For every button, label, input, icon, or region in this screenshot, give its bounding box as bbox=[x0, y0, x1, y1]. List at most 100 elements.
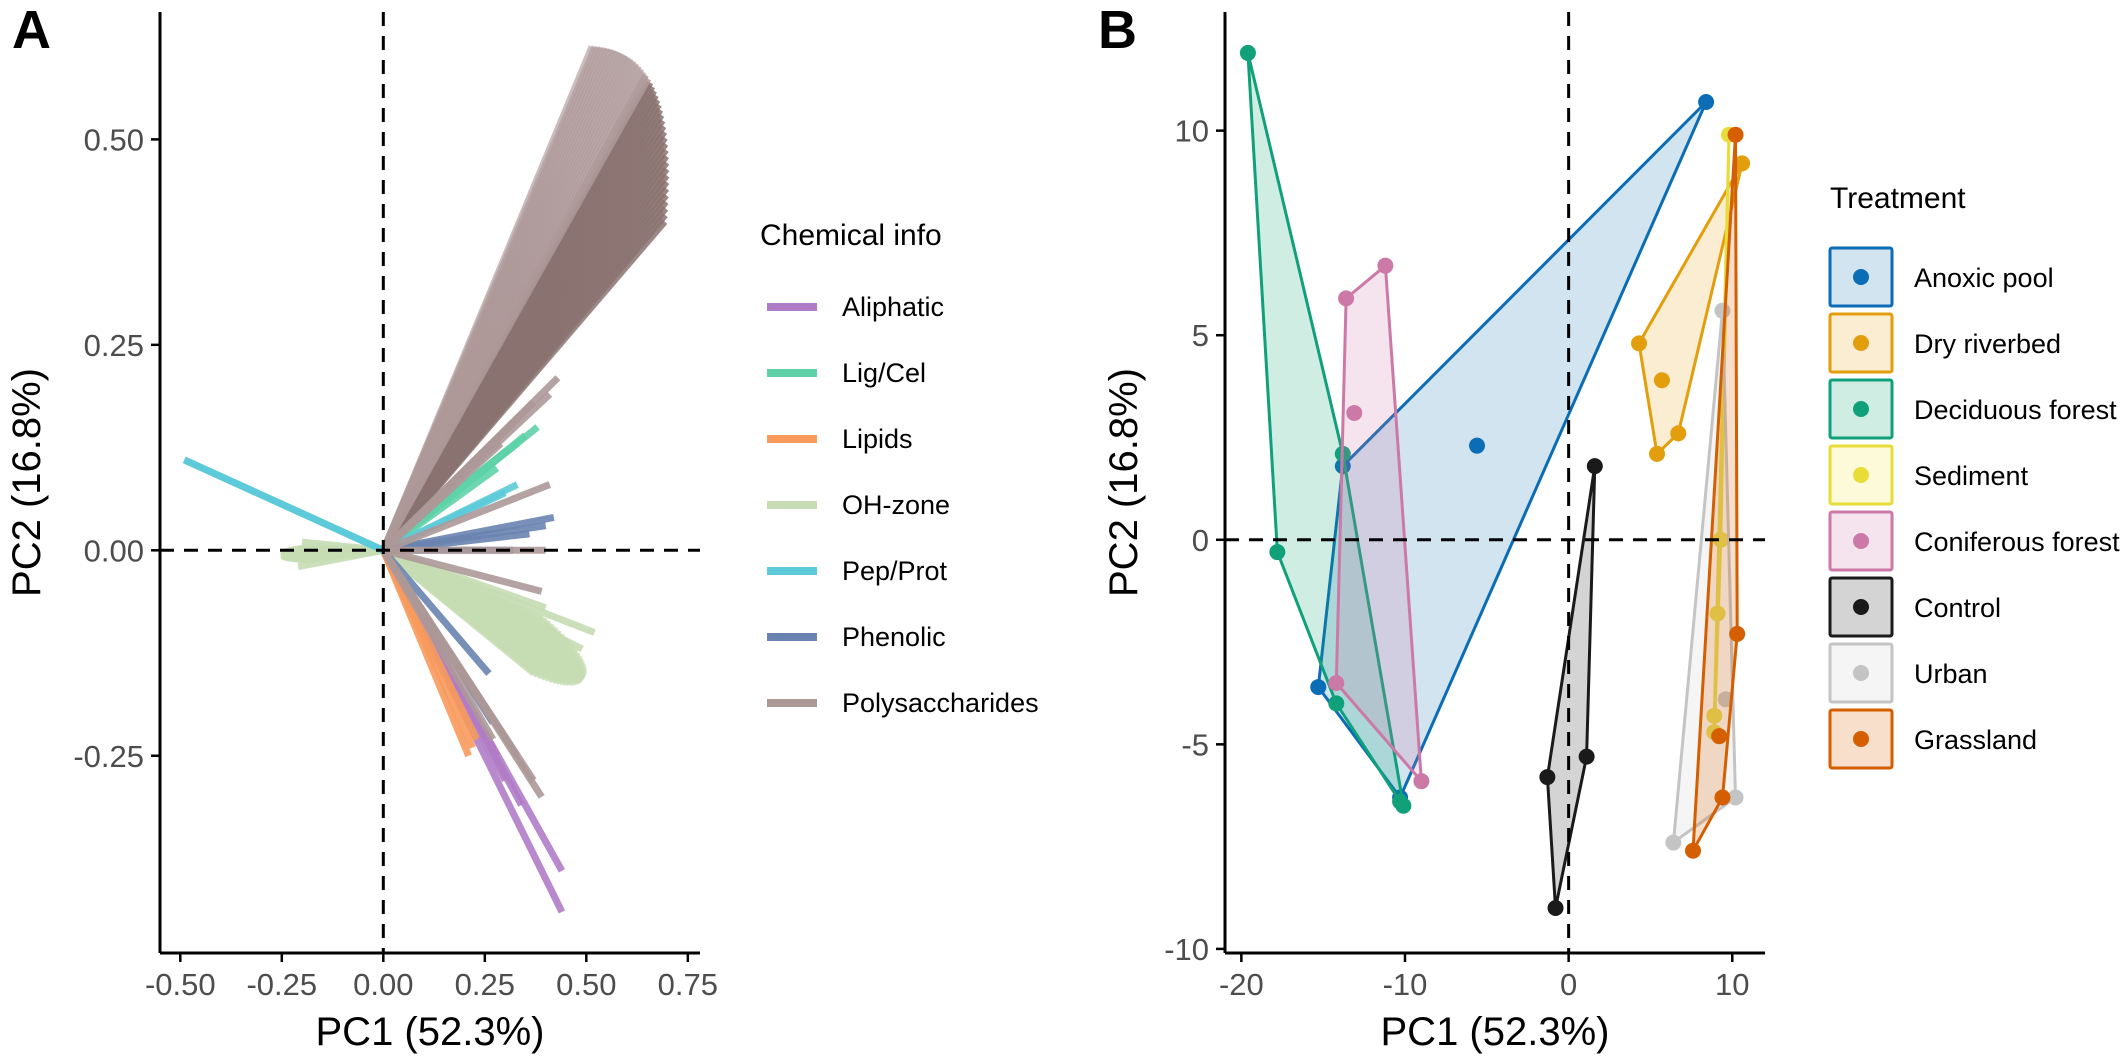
series-urban bbox=[1665, 302, 1744, 851]
legend-label: Lig/Cel bbox=[842, 358, 926, 388]
data-point bbox=[1670, 425, 1687, 442]
legend-label: Grassland bbox=[1914, 725, 2037, 755]
data-point bbox=[1578, 748, 1595, 765]
legend-label: Urban bbox=[1914, 659, 1988, 689]
data-point bbox=[1729, 625, 1746, 642]
y-tick-label: -0.25 bbox=[73, 739, 144, 774]
y-tick-label: 0.00 bbox=[84, 533, 144, 568]
legend: Chemical info Aliphatic Lig/Cel Lipids OH-zo… bbox=[760, 219, 1039, 718]
loading-vector bbox=[297, 546, 384, 571]
series-coniferous-forest bbox=[1328, 257, 1430, 790]
x-tick-label: -0.25 bbox=[246, 967, 317, 1002]
data-point bbox=[1734, 155, 1751, 172]
y-tick-label: 0.25 bbox=[84, 328, 144, 363]
loading-vector bbox=[380, 45, 596, 552]
data-point bbox=[1239, 44, 1256, 61]
legend-key-point bbox=[1853, 665, 1869, 681]
loading-vector bbox=[182, 456, 385, 554]
data-point bbox=[1712, 531, 1729, 548]
data-point bbox=[1338, 290, 1355, 307]
plot-area bbox=[1239, 44, 1751, 916]
data-point bbox=[1709, 605, 1726, 622]
legend-key-point bbox=[1853, 269, 1869, 285]
data-point bbox=[1711, 728, 1728, 745]
data-point bbox=[1377, 257, 1394, 274]
data-point bbox=[1328, 695, 1345, 712]
data-point bbox=[1586, 458, 1603, 475]
data-point bbox=[1653, 372, 1670, 389]
series-control bbox=[1539, 458, 1603, 916]
panel-b: B -20 -10 0 10 -10 -5 0 5 10 PC1 (52.3%) PC2 (16.8%… bbox=[1098, 0, 2120, 1054]
series-grassland bbox=[1685, 126, 1746, 859]
data-point bbox=[1649, 445, 1665, 462]
legend-label: Coniferous forest bbox=[1914, 527, 2120, 557]
y-tick-label: 10 bbox=[1175, 114, 1209, 149]
x-tick-label: -0.50 bbox=[145, 967, 216, 1002]
data-point bbox=[1706, 707, 1723, 724]
legend-key-point bbox=[1853, 335, 1869, 351]
loading-vector bbox=[380, 548, 492, 676]
loading-vector bbox=[380, 548, 496, 742]
legend-label: Phenolic bbox=[842, 622, 946, 652]
data-point bbox=[1665, 834, 1682, 851]
y-axis-title: PC2 (16.8%) bbox=[5, 368, 49, 597]
legend-key-point bbox=[1853, 533, 1869, 549]
y-tick-label: 0 bbox=[1192, 523, 1209, 558]
data-point bbox=[1469, 437, 1485, 454]
data-point bbox=[1269, 544, 1286, 561]
y-tick-label: 0.50 bbox=[84, 122, 144, 157]
x-tick-label: 0.00 bbox=[353, 967, 413, 1002]
legend: Treatment Anoxic pool Dry riverbed Deciduou… bbox=[1828, 182, 2120, 770]
legend-key-point bbox=[1853, 467, 1869, 483]
data-point bbox=[1395, 797, 1412, 814]
legend-label: Polysaccharides bbox=[842, 688, 1039, 718]
legend-title: Chemical info bbox=[760, 219, 942, 252]
plot-area bbox=[182, 45, 670, 914]
panel-letter: B bbox=[1098, 0, 1137, 60]
x-tick-label: 0 bbox=[1560, 967, 1577, 1002]
legend-label: Dry riverbed bbox=[1914, 329, 2061, 359]
y-tick-label: 5 bbox=[1192, 318, 1209, 353]
legend-key-point bbox=[1853, 599, 1869, 615]
loading-vector bbox=[301, 538, 384, 554]
legend-label: Aliphatic bbox=[842, 292, 944, 322]
x-tick-label: -10 bbox=[1383, 967, 1428, 1002]
loading-vector bbox=[381, 547, 584, 653]
loading-vector bbox=[381, 547, 568, 669]
legend-label: Deciduous forest bbox=[1914, 395, 2117, 425]
x-axis-title: PC1 (52.3%) bbox=[1381, 1010, 1610, 1054]
y-axis-title: PC2 (16.8%) bbox=[1102, 368, 1146, 597]
legend-label: Lipids bbox=[842, 424, 913, 454]
legend-label: Anoxic pool bbox=[1914, 263, 2054, 293]
data-point bbox=[1547, 899, 1564, 916]
loading-vector bbox=[382, 546, 543, 595]
x-tick-label: 0.75 bbox=[658, 967, 718, 1002]
legend-label: Control bbox=[1914, 593, 2001, 623]
legend-label: Sediment bbox=[1914, 461, 2029, 491]
data-point bbox=[1539, 769, 1556, 786]
panel-letter: A bbox=[12, 0, 51, 60]
data-point bbox=[1685, 842, 1701, 859]
y-tick-label: -5 bbox=[1181, 727, 1209, 762]
data-point bbox=[1413, 773, 1430, 790]
legend-title: Treatment bbox=[1830, 182, 1966, 215]
y-tick-label: -10 bbox=[1164, 932, 1209, 967]
data-point bbox=[1310, 679, 1327, 696]
data-point bbox=[1714, 789, 1731, 806]
series-polysaccharides bbox=[380, 45, 670, 799]
loading-vector bbox=[381, 547, 537, 677]
x-axis-title: PC1 (52.3%) bbox=[316, 1010, 545, 1054]
series-dry-riverbed bbox=[1631, 155, 1751, 462]
legend-key-point bbox=[1853, 731, 1869, 747]
legend-key-point bbox=[1853, 401, 1869, 417]
data-point bbox=[1631, 335, 1647, 352]
panel-a: A -0.50 -0.25 0.00 0.25 0.50 0.75 -0.25 0.00 0.25… bbox=[5, 0, 1039, 1054]
x-tick-label: 10 bbox=[1715, 967, 1749, 1002]
data-point bbox=[1727, 789, 1744, 806]
data-point bbox=[1727, 126, 1744, 143]
hull-polygon bbox=[1545, 464, 1597, 910]
x-tick-label: -20 bbox=[1219, 967, 1264, 1002]
x-tick-label: 0.25 bbox=[455, 967, 515, 1002]
